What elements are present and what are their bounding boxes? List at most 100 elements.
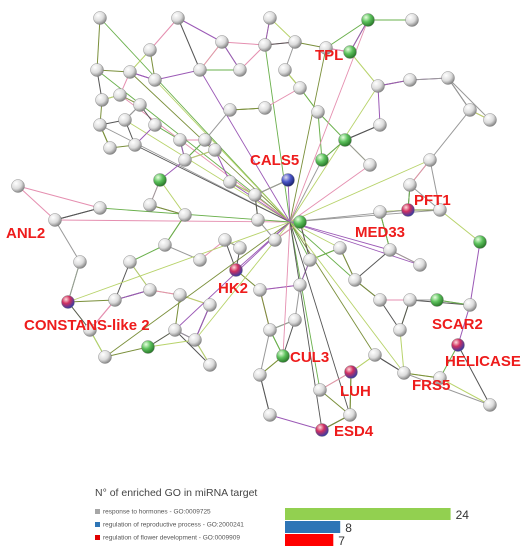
edge — [264, 87, 301, 109]
node — [258, 101, 272, 115]
edge — [287, 179, 291, 223]
edge — [159, 179, 186, 216]
gene-label: HELICASE — [445, 353, 521, 370]
node — [93, 118, 107, 132]
edge — [124, 119, 291, 223]
node — [383, 243, 397, 257]
node — [263, 408, 277, 422]
node — [253, 283, 267, 297]
node — [203, 358, 217, 372]
node — [171, 11, 185, 25]
node — [311, 105, 325, 119]
node — [433, 371, 447, 385]
edge — [317, 111, 323, 161]
edge — [349, 51, 379, 87]
edge — [457, 304, 471, 346]
edge — [289, 164, 371, 223]
node — [253, 368, 267, 382]
edge — [289, 47, 327, 223]
node — [178, 153, 192, 167]
gene-label: PFT1 — [414, 192, 451, 209]
edge — [403, 372, 491, 406]
edge — [67, 261, 81, 303]
node — [483, 398, 497, 412]
node — [278, 63, 292, 77]
edge — [289, 221, 321, 391]
edge — [259, 284, 301, 291]
edge — [99, 17, 291, 223]
node — [343, 408, 357, 422]
node — [403, 73, 417, 87]
node — [430, 293, 444, 307]
node — [268, 233, 282, 247]
legend-swatch — [95, 535, 100, 540]
node — [251, 213, 265, 227]
node — [343, 45, 357, 59]
node — [133, 98, 147, 112]
node — [93, 11, 107, 25]
node — [263, 323, 277, 337]
node — [203, 298, 217, 312]
node — [108, 293, 122, 307]
node — [401, 203, 415, 217]
edge — [147, 339, 196, 348]
node — [293, 81, 307, 95]
edge — [259, 289, 271, 331]
edge — [399, 329, 405, 374]
node — [143, 283, 157, 297]
edge — [289, 221, 356, 281]
node — [123, 65, 137, 79]
edge — [96, 17, 101, 71]
gene-label: ESD4 — [334, 423, 374, 440]
edge — [174, 329, 211, 366]
node — [293, 278, 307, 292]
edge — [149, 17, 179, 51]
node — [229, 263, 243, 277]
node — [98, 350, 112, 364]
bar-value-label: 7 — [338, 534, 345, 548]
node — [148, 73, 162, 87]
node — [73, 255, 87, 269]
gene-label: HK2 — [218, 280, 248, 297]
edge — [264, 44, 291, 223]
gene-label: TPL — [315, 47, 343, 64]
node — [83, 323, 97, 337]
node — [173, 133, 187, 147]
node — [141, 340, 155, 354]
gene-label: CUL3 — [290, 349, 329, 366]
node — [315, 153, 329, 167]
node — [153, 173, 167, 187]
node — [403, 178, 417, 192]
gene-label: MED33 — [355, 224, 405, 241]
node — [288, 35, 302, 49]
edge — [289, 159, 431, 223]
edge — [54, 207, 101, 221]
node — [319, 41, 333, 55]
node — [143, 198, 157, 212]
node — [263, 11, 277, 25]
edge — [289, 221, 311, 261]
legend-item-label: response to hormones - GO:0009725 — [103, 509, 211, 516]
node — [344, 365, 358, 379]
legend-item-label: regulation of reproductive process - GO:… — [103, 522, 244, 529]
edge — [289, 221, 421, 266]
bar — [285, 534, 334, 546]
gene-label: ANL2 — [6, 225, 45, 242]
edge — [177, 17, 201, 71]
node — [93, 201, 107, 215]
edge — [439, 209, 481, 243]
edge — [259, 374, 271, 416]
node — [463, 298, 477, 312]
node — [118, 113, 132, 127]
node — [193, 63, 207, 77]
node — [193, 253, 207, 267]
gene-label: SCAR2 — [432, 316, 483, 333]
node — [143, 43, 157, 57]
legend-title: N° of enriched GO in miRNA target — [95, 487, 257, 499]
edge — [229, 181, 291, 223]
node — [258, 38, 272, 52]
bar — [285, 508, 451, 520]
nodes — [11, 11, 497, 437]
gene-label: LUH — [340, 383, 371, 400]
node — [473, 235, 487, 249]
